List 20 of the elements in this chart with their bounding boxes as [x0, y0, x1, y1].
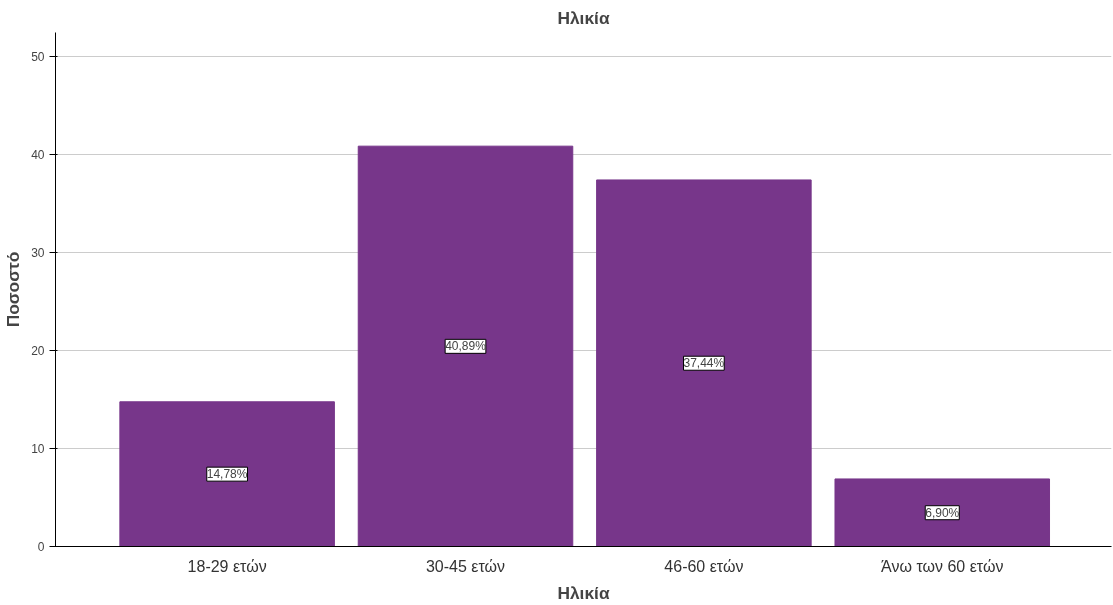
bar — [119, 401, 335, 547]
data-label: 37,44% — [683, 356, 725, 371]
y-tick-label: 40 — [31, 148, 45, 163]
y-tick-label: 30 — [31, 246, 45, 261]
y-tick-label: 20 — [31, 344, 45, 359]
x-tick-label: 46-60 ετών — [664, 557, 744, 575]
y-tick-label: 10 — [31, 442, 45, 457]
chart-title: Ηλικία — [557, 7, 610, 28]
data-label: 6,90% — [925, 505, 960, 520]
bar — [357, 145, 574, 547]
x-tick-label: Άνω των 60 ετών — [881, 557, 1004, 575]
x-tick-label: 30-45 ετών — [425, 557, 506, 575]
y-tick-label: 50 — [31, 50, 45, 65]
y-tick-label: 0 — [37, 540, 45, 554]
bar — [596, 179, 812, 547]
x-axis-title: Ηλικία — [557, 582, 610, 603]
bar — [834, 478, 1051, 547]
y-axis-title: Ποσοστό — [3, 251, 24, 328]
data-label: 14,78% — [206, 467, 248, 482]
x-tick-label: 18-29 ετών — [187, 557, 267, 575]
